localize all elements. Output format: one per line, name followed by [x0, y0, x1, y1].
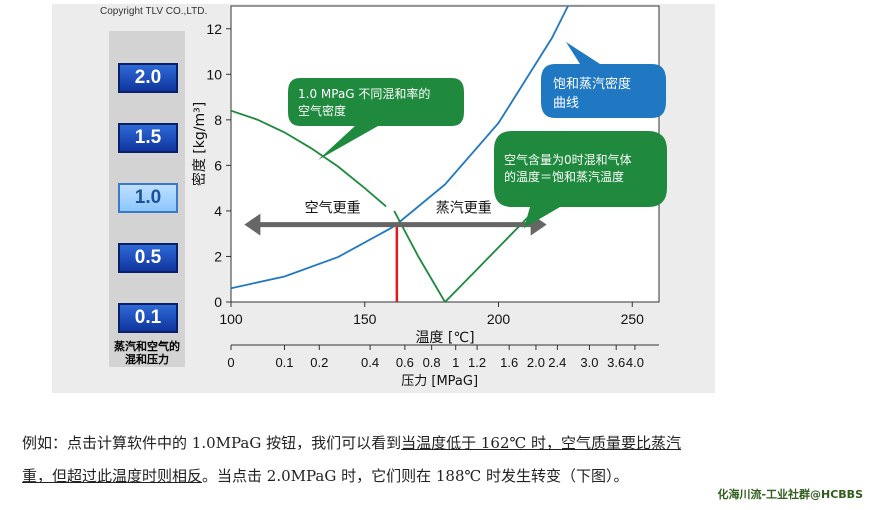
pressure-button-1-5[interactable]: 1.5 — [118, 123, 178, 153]
bubble-zero-air-line1: 空气含量为0时混和气体 — [504, 152, 632, 167]
pressure-tick-label: 0 — [227, 355, 234, 370]
density-arrow-left-head — [244, 213, 261, 236]
y-tick-label: 4 — [214, 203, 222, 219]
pressure-tick-label: 0.8 — [423, 355, 441, 370]
y-tick-label: 6 — [214, 157, 222, 173]
pressure-button-0-5[interactable]: 0.5 — [118, 243, 178, 273]
copyright-text: Copyright TLV CO.,LTD. — [100, 6, 208, 17]
paragraph-line2-underlined: 重，但超过此温度时则相反 — [22, 467, 203, 485]
pressure-tick-label: 2.4 — [548, 355, 566, 370]
watermark: 化海川流-工业社群@HCBBS — [717, 488, 863, 501]
x-axis-label: 温度 [℃] — [415, 330, 474, 346]
paragraph-line2-text: 。当点击 2.0MPaG 时，它们则在 188℃ 时发生转变（下图）。 — [202, 467, 629, 485]
pressure-tick-label: 4.0 — [626, 355, 644, 370]
annotation-air-heavier: 空气更重 — [305, 201, 361, 217]
pressure-tick-label: 0.6 — [396, 355, 414, 370]
pressure-tick-label: 1.6 — [500, 355, 518, 370]
paragraph-line-1: 例如：点击计算软件中的 1.0MPaG 按钮，我们可以看到当温度低于 162℃ … — [22, 432, 862, 454]
bubble-air-density — [288, 78, 464, 160]
pressure-tick-label: 3.0 — [580, 355, 598, 370]
paragraph-line-2: 重，但超过此温度时则相反。当点击 2.0MPaG 时，它们则在 188℃ 时发生… — [22, 465, 862, 487]
y-tick-label: 2 — [214, 248, 222, 264]
pressure-tick-label: 1.2 — [468, 355, 486, 370]
paragraph-line1-text: 例如：点击计算软件中的 1.0MPaG 按钮，我们可以看到 — [22, 434, 402, 452]
annotation-steam-heavier: 蒸汽更重 — [436, 201, 492, 217]
x-tick-label: 150 — [353, 311, 377, 327]
bubble-air-density-line2: 空气密度 — [298, 103, 346, 118]
bubble-saturated-steam-line2: 曲线 — [553, 96, 579, 111]
y-tick-label: 12 — [206, 21, 222, 37]
bubble-saturated-steam — [541, 42, 666, 118]
sidebar-label: 蒸汽和空气的 混和压力 — [104, 340, 190, 366]
sidebar-label-line1: 蒸汽和空气的 — [114, 340, 180, 353]
bubble-zero-air — [494, 131, 667, 228]
pressure-tick-label: 1 — [452, 355, 459, 370]
series-line-1 — [231, 109, 387, 208]
y-tick-label: 0 — [214, 294, 222, 310]
x-tick-label: 250 — [621, 311, 645, 327]
bubble-air-density-line1: 1.0 MPaG 不同混和率的 — [298, 86, 430, 101]
pressure-button-2-0[interactable]: 2.0 — [118, 63, 178, 93]
pressure-tick-label: 0.2 — [310, 355, 328, 370]
pressure-tick-label: 0.4 — [361, 355, 379, 370]
bubble-saturated-steam-line1: 饱和蒸汽密度 — [553, 76, 631, 92]
pressure-tick-label: 3.6 — [607, 355, 625, 370]
y-tick-label: 10 — [206, 66, 222, 82]
y-tick-label: 8 — [214, 112, 222, 128]
x-tick-label: 200 — [487, 311, 511, 327]
x-tick-label: 100 — [219, 311, 243, 327]
pressure-axis-label: 压力 [MPaG] — [401, 374, 478, 389]
pressure-button-1-0[interactable]: 1.0 — [118, 183, 178, 213]
pressure-tick-label: 0.1 — [275, 355, 293, 370]
bubble-zero-air-line2: 的温度＝饱和蒸汽温度 — [504, 169, 624, 184]
sidebar-label-line2: 混和压力 — [125, 353, 169, 366]
pressure-button-0-1[interactable]: 0.1 — [118, 303, 178, 333]
paragraph-line1-underlined: 当温度低于 162℃ 时，空气质量要比蒸汽 — [401, 434, 682, 452]
y-axis-label: 密度 [kg/m³] — [191, 102, 208, 186]
pressure-tick-label: 2.0 — [527, 355, 545, 370]
